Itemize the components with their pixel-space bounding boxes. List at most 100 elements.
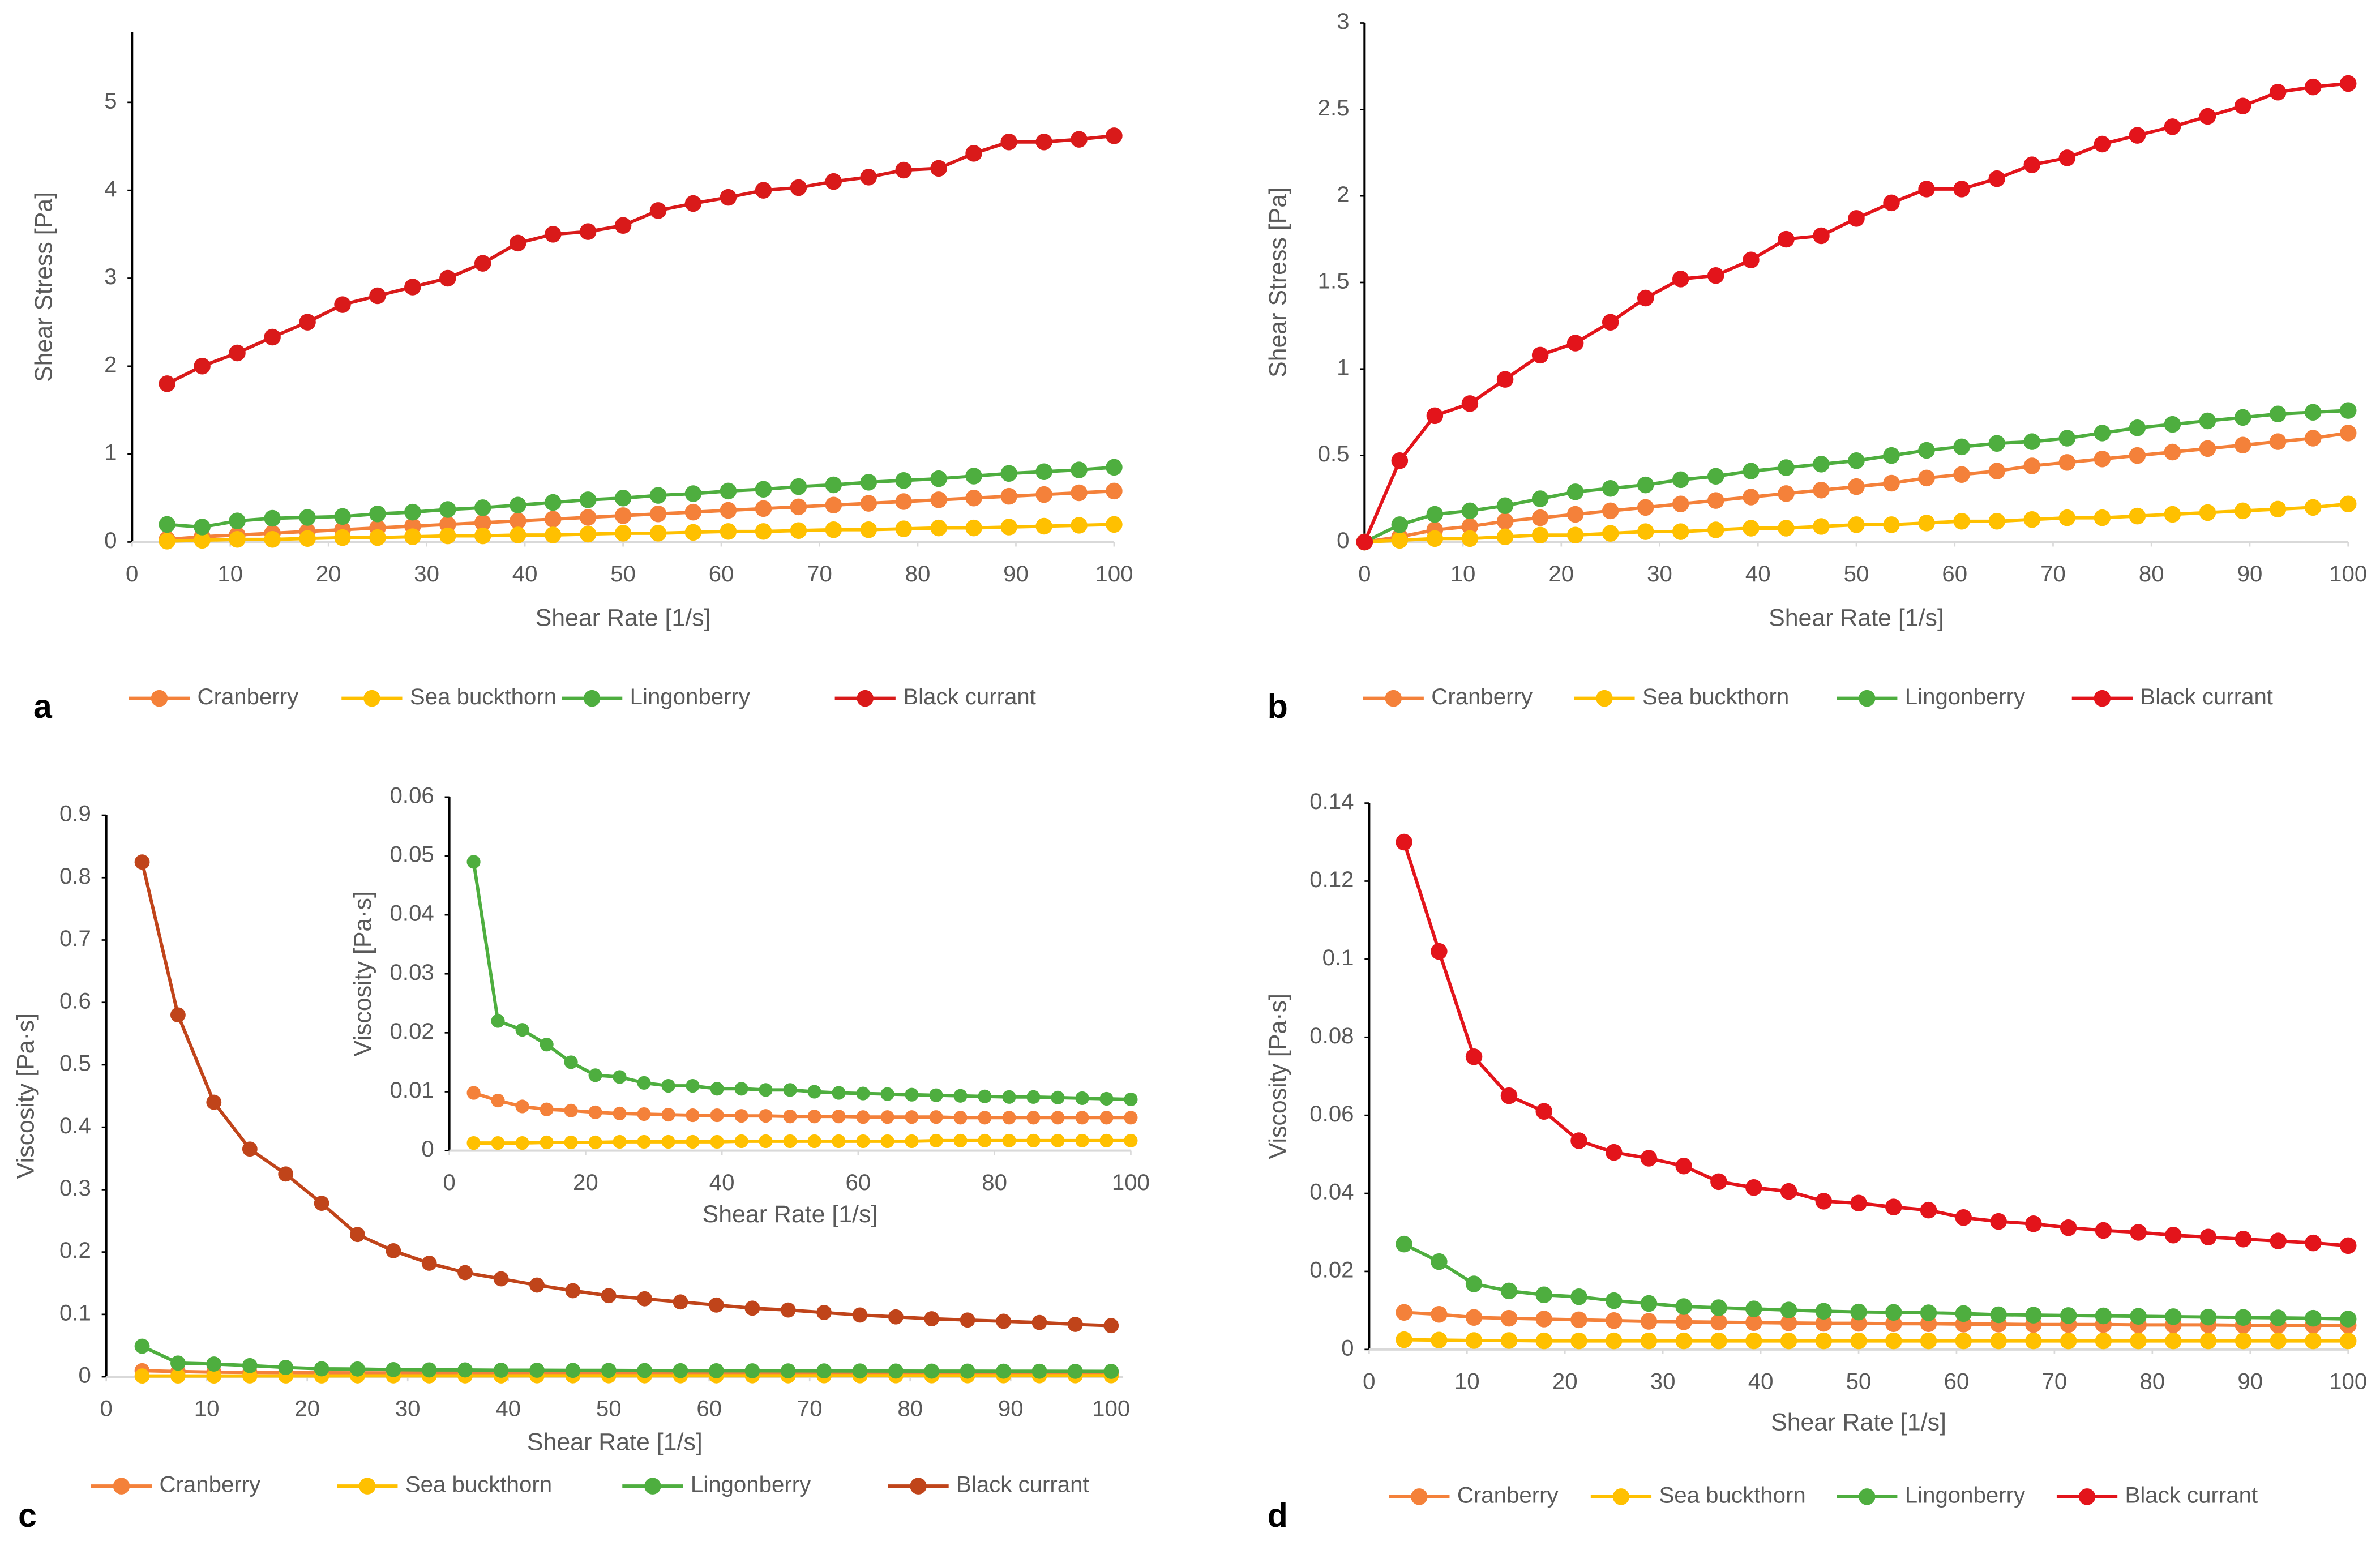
data-point bbox=[439, 501, 456, 518]
data-point bbox=[1637, 476, 1654, 494]
data-point bbox=[1918, 181, 1935, 198]
data-point bbox=[1035, 486, 1052, 503]
data-point bbox=[978, 1089, 992, 1103]
data-point bbox=[404, 503, 421, 521]
data-point bbox=[2305, 1309, 2322, 1327]
y-tick-label: 0.14 bbox=[1309, 789, 1354, 814]
x-tick-label: 50 bbox=[610, 561, 636, 586]
data-point bbox=[2234, 436, 2251, 454]
data-point bbox=[2095, 1332, 2112, 1350]
data-point bbox=[1071, 517, 1088, 534]
data-point bbox=[544, 526, 562, 543]
y-tick-label: 0 bbox=[104, 528, 117, 553]
data-point bbox=[856, 1110, 870, 1124]
data-point bbox=[1813, 518, 1830, 535]
data-point bbox=[229, 512, 246, 529]
data-point bbox=[466, 1136, 481, 1150]
legend-label: Sea buckthorn bbox=[410, 684, 557, 709]
data-point bbox=[1813, 227, 1830, 245]
legend-label: Cranberry bbox=[160, 1472, 262, 1497]
data-point bbox=[1743, 520, 1760, 537]
data-point bbox=[242, 1358, 258, 1373]
data-point bbox=[1106, 459, 1123, 476]
x-tick-label: 60 bbox=[1942, 561, 1967, 586]
data-point bbox=[1106, 127, 1123, 144]
data-point bbox=[710, 1108, 724, 1123]
data-point bbox=[299, 530, 316, 547]
legend-marker bbox=[1859, 690, 1876, 707]
data-point bbox=[170, 1007, 186, 1023]
data-point bbox=[1920, 1332, 1937, 1350]
data-point bbox=[1640, 1313, 1658, 1330]
x-tick-label: 30 bbox=[414, 561, 439, 586]
data-point bbox=[856, 1086, 870, 1101]
x-tick-label: 80 bbox=[897, 1396, 923, 1421]
x-tick-label: 70 bbox=[2040, 561, 2066, 586]
data-point bbox=[1780, 1314, 1797, 1331]
data-point bbox=[540, 1135, 554, 1150]
data-point bbox=[1745, 1300, 1762, 1317]
data-point bbox=[1707, 468, 1724, 485]
data-point bbox=[194, 519, 211, 536]
data-point bbox=[1675, 1332, 1692, 1350]
legend-label: Black currant bbox=[956, 1472, 1089, 1497]
data-point bbox=[783, 1083, 797, 1097]
data-point bbox=[439, 527, 456, 545]
data-point bbox=[1637, 289, 1654, 307]
data-point bbox=[2235, 1332, 2252, 1350]
data-point bbox=[386, 1243, 401, 1258]
x-tick-label: 10 bbox=[217, 561, 243, 586]
data-point bbox=[1124, 1092, 1138, 1107]
data-point bbox=[1431, 943, 1448, 960]
x-tick-label: 60 bbox=[696, 1396, 722, 1421]
data-point bbox=[2165, 1308, 2182, 1325]
data-point bbox=[825, 496, 842, 513]
data-point bbox=[159, 533, 175, 550]
y-tick-label: 0.02 bbox=[390, 1018, 434, 1044]
data-point bbox=[686, 1078, 700, 1093]
data-point bbox=[1990, 1332, 2007, 1350]
data-point bbox=[1002, 1111, 1016, 1125]
data-point bbox=[895, 493, 912, 510]
x-tick-label: 70 bbox=[2042, 1368, 2067, 1394]
y-tick-label: 2.5 bbox=[1318, 95, 1350, 121]
data-point bbox=[350, 1361, 365, 1377]
legend-marker bbox=[2094, 690, 2111, 707]
data-point bbox=[1710, 1332, 1727, 1350]
y-axis-title: Viscosity [Pa·s] bbox=[12, 1013, 40, 1179]
data-point bbox=[1500, 1282, 1518, 1300]
data-point bbox=[1988, 463, 2006, 479]
data-point bbox=[1675, 1298, 1692, 1315]
data-point bbox=[2094, 425, 2111, 442]
data-point bbox=[1099, 1111, 1114, 1125]
data-point bbox=[1813, 456, 1830, 473]
data-point bbox=[2129, 447, 2146, 464]
data-point bbox=[1953, 438, 1970, 456]
y-tick-label: 0.02 bbox=[1309, 1257, 1354, 1283]
data-point bbox=[2165, 1332, 2182, 1350]
data-point bbox=[1850, 1332, 1867, 1350]
data-point bbox=[1431, 1306, 1448, 1323]
y-tick-label: 5 bbox=[104, 88, 117, 113]
data-point bbox=[134, 1338, 150, 1354]
legend-label: Cranberry bbox=[198, 684, 299, 709]
data-point bbox=[529, 1277, 545, 1293]
data-point bbox=[1103, 1318, 1119, 1334]
data-point bbox=[1396, 833, 1412, 851]
data-point bbox=[880, 1087, 894, 1101]
data-point bbox=[965, 145, 982, 162]
data-point bbox=[614, 525, 632, 542]
data-point bbox=[2129, 127, 2146, 144]
data-point bbox=[759, 1109, 773, 1123]
data-point bbox=[229, 531, 246, 548]
data-point bbox=[1535, 1286, 1552, 1304]
data-point bbox=[661, 1078, 675, 1093]
data-point bbox=[1955, 1305, 1972, 1322]
data-point bbox=[299, 509, 316, 526]
data-point bbox=[579, 223, 597, 240]
data-point bbox=[888, 1363, 904, 1379]
data-point bbox=[2199, 1308, 2217, 1326]
data-point bbox=[2199, 1228, 2217, 1245]
data-point bbox=[1815, 1314, 1833, 1332]
data-point bbox=[1035, 133, 1052, 151]
